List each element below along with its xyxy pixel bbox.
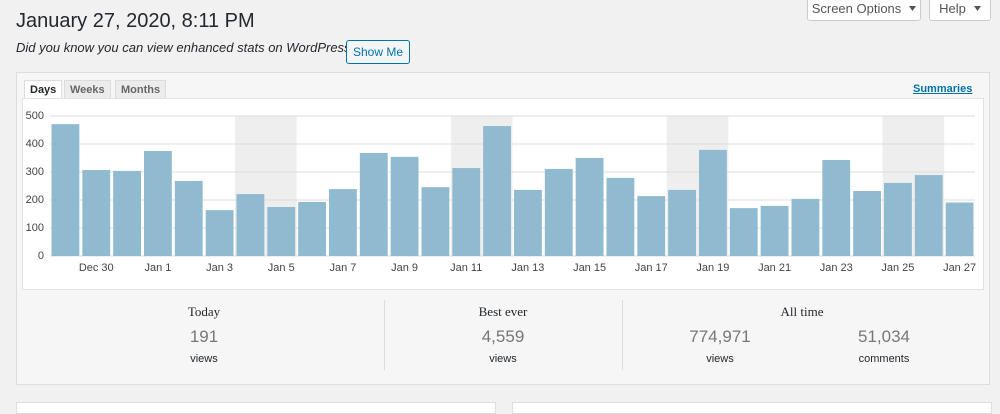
y-tick-label: 400 xyxy=(26,138,44,150)
x-tick-label: Jan 25 xyxy=(881,262,914,274)
x-tick-label: Jan 9 xyxy=(391,262,418,274)
bar xyxy=(421,187,450,256)
summary-value: 191 xyxy=(189,327,219,346)
bar xyxy=(637,196,666,256)
summary-label: comments xyxy=(858,353,910,365)
bar xyxy=(853,191,881,256)
bar xyxy=(236,194,265,256)
y-tick-label: 500 xyxy=(26,110,44,122)
bar xyxy=(452,168,481,256)
bar xyxy=(113,170,141,256)
summary-label: views xyxy=(706,353,734,365)
summary-title: Best ever xyxy=(478,304,528,319)
x-tick-label: Jan 7 xyxy=(329,262,356,274)
notice: Did you know you can view enhanced stats… xyxy=(16,40,386,55)
divider xyxy=(622,300,623,370)
summary-title: Today xyxy=(187,304,221,319)
bar xyxy=(791,198,820,256)
x-tick-label: Jan 15 xyxy=(573,262,606,274)
help-button[interactable]: Help xyxy=(929,0,991,21)
bar xyxy=(298,201,326,256)
bar xyxy=(760,205,789,256)
summaries-link[interactable]: Summaries xyxy=(913,83,973,95)
screen-options-label: Screen Options xyxy=(811,1,902,16)
arrow xyxy=(909,6,917,11)
summary-title: All time xyxy=(780,304,824,319)
bar xyxy=(914,175,943,256)
x-tick-label: Jan 11 xyxy=(450,262,482,274)
chart: 0 100 200 300 400 500 Dec 30 Jan 1 Jan 3 Jan 5 Jan… xyxy=(26,110,976,274)
bar xyxy=(51,124,80,257)
screen-options-button[interactable]: Screen Options xyxy=(807,0,921,21)
bar xyxy=(945,202,974,256)
page-title: January 27, 2020, 8:11 PM xyxy=(16,10,255,32)
x-tick-label: Jan 13 xyxy=(511,262,544,274)
x-tick-label: Jan 1 xyxy=(144,262,171,274)
bar xyxy=(699,149,727,256)
tab-weeks[interactable]: Weeks xyxy=(64,80,111,99)
bar xyxy=(174,180,203,256)
bar xyxy=(205,210,234,256)
bar xyxy=(514,189,542,256)
y-tick-label: 0 xyxy=(38,250,44,262)
bar xyxy=(544,168,573,256)
bar xyxy=(82,170,111,256)
summary-value: 4,559 xyxy=(481,327,525,346)
bar xyxy=(822,159,851,256)
x-tick-label: Jan 27 xyxy=(943,262,976,274)
divider xyxy=(384,300,385,370)
summary-value: 51,034 xyxy=(858,327,910,346)
bar xyxy=(144,151,172,256)
summary-value: 774,971 xyxy=(689,327,751,346)
x-tick-label: Dec 30 xyxy=(79,262,114,274)
bar xyxy=(729,208,758,256)
summary-label: views xyxy=(489,353,517,365)
x-tick-label: Jan 23 xyxy=(820,262,853,274)
tab-months[interactable]: Months xyxy=(115,80,167,99)
help-label: Help xyxy=(939,1,966,16)
x-tick-label: Jan 3 xyxy=(206,262,233,274)
x-tick-label: Jan 21 xyxy=(758,262,791,274)
bar xyxy=(267,207,296,256)
bar xyxy=(359,152,388,256)
bar xyxy=(483,126,511,256)
bar xyxy=(884,182,912,256)
bar xyxy=(606,177,635,256)
y-tick-label: 300 xyxy=(26,166,44,178)
x-tick-label: Jan 19 xyxy=(696,262,729,274)
summary-label: views xyxy=(190,353,218,365)
bar xyxy=(668,189,696,256)
show-me-button[interactable]: Show Me xyxy=(346,40,410,64)
bar xyxy=(329,189,357,256)
y-tick-label: 100 xyxy=(26,222,44,234)
widget-box xyxy=(512,402,992,414)
widget-box xyxy=(16,402,496,414)
bar xyxy=(390,156,419,256)
arrow xyxy=(973,6,981,11)
x-tick-label: Jan 17 xyxy=(635,262,668,274)
bar xyxy=(575,158,604,256)
y-tick-label: 200 xyxy=(26,194,44,206)
x-tick-label: Jan 5 xyxy=(268,262,295,274)
